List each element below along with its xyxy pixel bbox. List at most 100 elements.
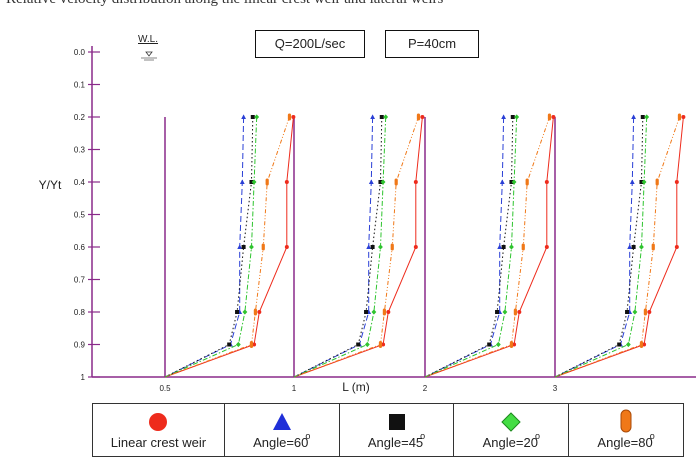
- data-point-marker: [364, 341, 370, 348]
- data-point-marker: [366, 244, 372, 249]
- data-point-marker: [625, 341, 631, 348]
- clipped-caption-text: Relative velocity distribution along the…: [6, 0, 443, 8]
- data-point-marker: [287, 113, 292, 121]
- data-point-marker: [250, 115, 255, 119]
- series-line-5-section-3: [424, 116, 550, 378]
- blue-triangle-icon: [272, 413, 291, 430]
- data-point-marker: [681, 115, 686, 119]
- data-point-marker: [617, 342, 622, 347]
- legend-item-angle60: Angle=60o: [223, 404, 339, 456]
- data-point-marker: [235, 310, 240, 314]
- data-point-marker: [413, 180, 418, 184]
- green-diamond-icon: [501, 412, 522, 432]
- series-line-1-section-4: [554, 116, 684, 378]
- data-point-marker: [632, 309, 638, 315]
- series-line-2-section-1: [164, 116, 245, 378]
- data-point-marker: [525, 178, 529, 186]
- x-tick-label: 2: [423, 384, 428, 393]
- data-point-marker: [625, 310, 630, 314]
- data-point-marker: [639, 244, 644, 250]
- legend: Linear crest weir Angle=60o Angle=45o An…: [92, 403, 684, 457]
- water-level-label: W.L.: [138, 34, 159, 45]
- y-axis-label: Y/Yt: [39, 178, 62, 192]
- data-point-marker: [291, 115, 296, 119]
- legend-label-linear: Linear crest weir: [110, 435, 207, 450]
- data-point-marker: [639, 341, 644, 348]
- series-line-5-section-4: [554, 116, 680, 378]
- legend-label-angle20: Angle=20o: [482, 431, 540, 450]
- data-point-marker: [241, 245, 246, 249]
- data-point-marker: [495, 310, 500, 314]
- data-point-marker: [249, 341, 254, 348]
- data-point-marker: [547, 113, 552, 121]
- data-point-marker: [497, 244, 503, 249]
- data-point-marker: [644, 114, 650, 120]
- water-level-triangle-icon: [145, 51, 153, 57]
- data-point-marker: [242, 309, 248, 315]
- data-point-marker: [639, 180, 644, 184]
- data-point-marker: [509, 244, 514, 250]
- data-point-marker: [249, 180, 254, 184]
- data-point-marker: [254, 114, 260, 120]
- data-point-marker: [629, 179, 635, 184]
- legend-label-angle80: Angle=80o: [597, 431, 655, 450]
- data-point-marker: [265, 178, 269, 186]
- y-tick-label: 0.5: [74, 211, 86, 220]
- data-point-marker: [381, 342, 386, 347]
- data-point-marker: [237, 244, 243, 249]
- data-point-marker: [394, 178, 398, 186]
- y-tick-label: 0.7: [74, 276, 86, 285]
- discharge-label: Q=200L/sec: [274, 36, 346, 51]
- data-point-marker: [512, 342, 517, 347]
- data-point-marker: [371, 309, 377, 315]
- data-point-marker: [510, 115, 515, 119]
- x-axis-label: L (m): [342, 380, 370, 394]
- legend-item-angle80: Angle=80o: [568, 404, 683, 456]
- data-point-marker: [241, 114, 246, 119]
- data-point-marker: [655, 178, 659, 186]
- data-point-marker: [383, 114, 389, 120]
- data-point-marker: [368, 179, 374, 184]
- data-point-marker: [647, 310, 652, 314]
- series-line-1-section-1: [164, 116, 294, 378]
- data-point-marker: [640, 115, 645, 119]
- series-line-3-section-3: [424, 116, 514, 378]
- data-point-marker: [261, 243, 265, 251]
- data-point-marker: [382, 308, 386, 316]
- y-tick-label: 0.2: [74, 113, 86, 122]
- y-tick-label: 0.0: [74, 48, 86, 57]
- x-tick-label: 0.5: [159, 384, 171, 393]
- data-point-marker: [386, 310, 391, 314]
- discharge-box: Q=200L/sec: [255, 30, 365, 58]
- data-point-marker: [501, 245, 506, 249]
- data-point-marker: [416, 113, 421, 121]
- data-point-marker: [514, 114, 520, 120]
- x-tick-label: 3: [553, 384, 558, 393]
- series-line-4-section-4: [554, 116, 648, 378]
- weir-height-label: P=40cm: [407, 36, 457, 51]
- data-point-marker: [235, 341, 241, 348]
- legend-label-angle60: Angle=60o: [253, 431, 311, 450]
- data-point-marker: [356, 342, 361, 347]
- black-square-icon: [388, 414, 405, 430]
- data-point-marker: [521, 243, 525, 251]
- data-point-marker: [370, 114, 375, 119]
- data-point-marker: [627, 244, 633, 249]
- data-point-marker: [643, 308, 647, 316]
- data-point-marker: [501, 114, 506, 119]
- y-tick-label: 0.3: [74, 146, 86, 155]
- data-point-marker: [517, 310, 522, 314]
- data-point-marker: [509, 341, 514, 348]
- y-tick-label: 0.4: [74, 178, 86, 187]
- y-tick-label: 0.9: [74, 341, 86, 350]
- data-point-marker: [674, 180, 679, 184]
- data-point-marker: [239, 179, 245, 184]
- y-tick-label: 0.6: [74, 243, 86, 252]
- data-point-marker: [499, 179, 505, 184]
- series-line-4-section-3: [424, 116, 518, 378]
- red-circle-icon: [149, 413, 168, 431]
- orange-pill-icon: [620, 409, 632, 433]
- data-point-marker: [378, 341, 383, 348]
- y-tick-label: 0.1: [74, 81, 86, 90]
